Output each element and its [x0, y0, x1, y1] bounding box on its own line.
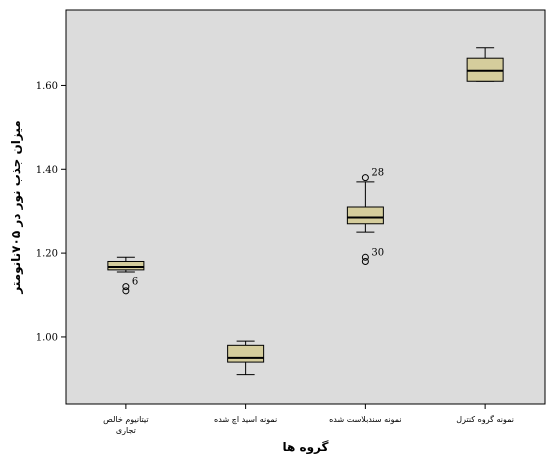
y-tick-label: 1.60	[36, 81, 58, 92]
outlier-label: 28	[371, 168, 384, 179]
box-group	[466, 47, 504, 82]
x-axis-title: گروه ها	[283, 440, 329, 455]
boxes: 6 28 30	[107, 47, 504, 376]
box-iqr	[107, 260, 145, 271]
outlier-point	[122, 283, 130, 291]
y-tick-label: 1.40	[36, 165, 58, 176]
x-category-label: نمونه گروه کنترل	[456, 414, 514, 424]
outlier-label: 30	[371, 247, 384, 258]
outlier-point	[361, 253, 369, 261]
x-category-label: تجاری	[116, 426, 136, 435]
box-group: 28 30	[346, 168, 384, 265]
outlier-label: 6	[132, 277, 138, 288]
outlier-point	[361, 257, 369, 265]
box-group	[227, 340, 265, 376]
y-axis: 1.00 1.20 1.40 1.60	[36, 81, 66, 343]
y-axis-title: میزان جذب نور در ۷۰۵نانومتر	[9, 120, 24, 294]
y-tick-label: 1.20	[36, 249, 58, 260]
outlier-point	[122, 287, 130, 295]
y-tick-label: 1.00	[36, 332, 58, 343]
plot-area	[65, 9, 546, 405]
x-axis: تیتانیوم خالص تجاری نمونه اسید اچ شده نمونه…	[103, 404, 514, 435]
x-category-label: تیتانیوم خالص	[103, 415, 148, 424]
x-category-label: نمونه سندبلاست شده	[329, 415, 402, 424]
box-group: 6	[107, 256, 145, 295]
outlier-point	[361, 174, 369, 182]
box-iqr	[346, 206, 384, 225]
box-iqr	[466, 57, 504, 82]
box-iqr	[227, 344, 265, 363]
x-category-label: نمونه اسید اچ شده	[214, 415, 277, 424]
